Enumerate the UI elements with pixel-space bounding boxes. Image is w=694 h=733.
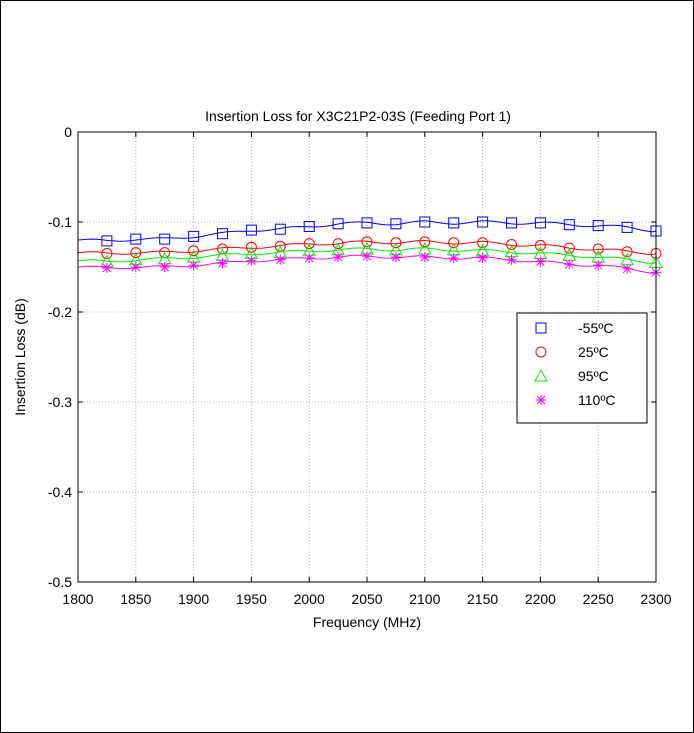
data-point [622,263,633,274]
data-point [361,236,373,248]
legend-marker [536,395,546,405]
chart-title: Insertion Loss for X3C21P2-03S (Feeding … [205,108,511,124]
legend-box [516,312,648,424]
x-tick-label: 2300 [640,591,671,607]
y-tick-label: -0.4 [48,484,72,500]
data-point [621,221,633,233]
data-point [188,230,200,242]
data-point [217,228,228,240]
series-line [77,220,657,242]
series-3 [77,251,661,278]
x-axis-label: Frequency (MHz) [313,614,421,630]
series-layer [77,216,663,278]
series-line [77,247,657,265]
x-tick-label: 2050 [351,591,382,607]
data-point [332,238,344,250]
y-tick-label: -0.3 [48,394,72,410]
data-point [159,262,170,272]
series-1 [77,236,662,259]
data-point [534,239,546,251]
data-point [592,243,604,255]
data-point [245,224,257,236]
data-point [303,221,315,232]
series-0 [77,216,662,247]
data-point [506,217,517,229]
data-point [593,260,604,271]
legend-marker [534,368,548,382]
legend-label: 110ºC [578,392,616,408]
data-point [390,237,402,249]
y-tick-label: -0.2 [48,304,72,320]
y-tick-label: -0.5 [48,574,72,590]
data-point [333,252,344,263]
data-point [419,216,431,228]
x-tick-label: 2000 [294,591,325,607]
legend-label: 95ºC [578,368,609,384]
legend-label: 25ºC [578,344,609,360]
x-tick-label: 2250 [583,591,614,607]
data-point [448,253,459,263]
data-point [592,220,604,232]
axis-ticks: 1800 1850 1900 1950 2000 2050 2100 2150 2200 2250… [48,124,672,607]
data-point [621,246,633,258]
data-point [361,217,373,229]
data-point [534,217,546,229]
data-point [477,216,489,228]
legend-marker [535,322,547,334]
data-point [448,237,460,249]
data-point [563,242,575,254]
data-point [188,245,200,257]
data-point [506,254,517,265]
data-point [101,248,113,259]
data-point [303,238,315,250]
data-point [101,262,112,273]
legend-marker [535,346,547,358]
data-point [130,247,142,259]
x-tick-label: 2200 [525,591,556,607]
data-point [130,233,142,245]
data-point [448,217,460,229]
legend-label: -55ºC [578,320,613,336]
data-point [564,259,575,270]
data-point [274,223,286,235]
legend: -55ºC 25ºC 95ºC 110ºC [516,312,648,424]
data-point [477,253,488,263]
x-tick-label: 2100 [409,591,440,607]
y-tick-label: 0 [64,124,72,140]
data-point [304,253,315,263]
x-tick-label: 1950 [236,591,267,607]
y-tick-label: -0.1 [48,214,72,230]
series-line [77,239,657,256]
data-point [390,252,401,263]
data-point [477,237,489,249]
x-tick-label: 1900 [178,591,209,607]
data-point [419,236,431,248]
data-point [362,251,372,262]
data-point [245,241,257,253]
data-point [506,239,517,250]
x-tick-label: 2150 [467,591,498,607]
x-tick-label: 1800 [62,591,93,607]
data-point [217,258,228,269]
data-point [130,262,141,272]
data-point [188,260,199,271]
data-point [101,235,113,247]
data-point [159,233,171,245]
data-point [246,255,257,266]
data-point [535,256,546,267]
y-axis-label: Insertion Loss (dB) [12,298,28,416]
x-tick-label: 1850 [120,591,151,607]
data-point [419,252,430,263]
data-point [390,218,402,230]
data-point [275,254,286,265]
data-point [563,219,575,231]
data-point [332,218,344,230]
